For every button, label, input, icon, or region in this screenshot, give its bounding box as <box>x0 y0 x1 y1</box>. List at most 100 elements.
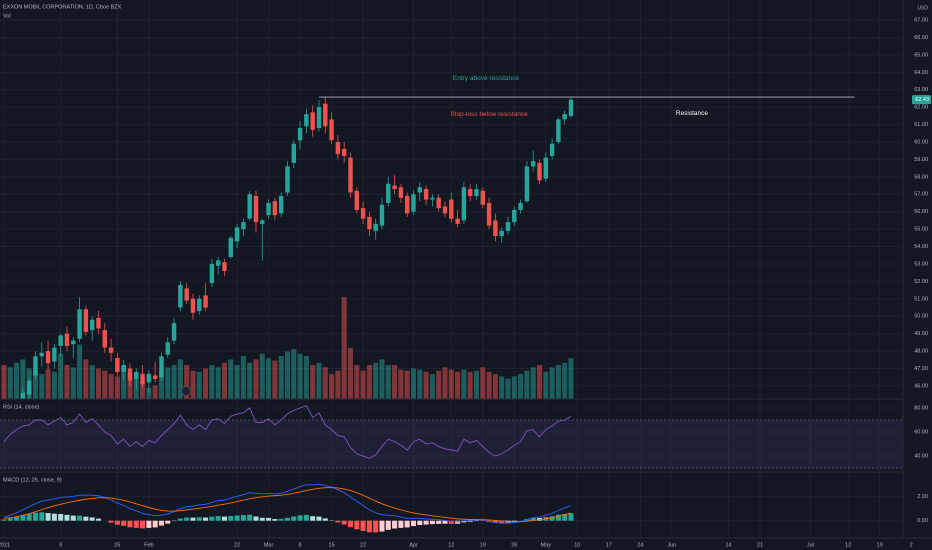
volume-bar <box>568 358 574 399</box>
candle-body <box>329 119 334 141</box>
title: EXXON MOBIL CORPORATION, 1D, Cboe BZX <box>3 4 122 10</box>
y-tick-label: 60.00 <box>914 429 928 435</box>
volume-bar <box>436 370 442 399</box>
volume-bar <box>284 351 291 399</box>
y-tick-label: 66.00 <box>914 35 928 41</box>
y-tick-label: 51.00 <box>914 296 928 302</box>
volume-bar <box>310 365 316 399</box>
volume-bar <box>429 374 435 399</box>
volume-bar <box>158 370 164 399</box>
histogram-bar <box>221 516 227 521</box>
candle-body <box>71 340 76 345</box>
annotation: Entry above resistance <box>453 75 520 82</box>
candle-body <box>480 190 485 205</box>
candle-body <box>291 143 296 163</box>
histogram-bar <box>347 520 354 528</box>
volume-bar <box>291 349 297 399</box>
volume-bar <box>140 382 146 399</box>
candle-body <box>278 196 284 214</box>
volume-bar <box>121 365 127 399</box>
unit-label: USD <box>917 5 928 11</box>
volume-bar <box>455 371 461 399</box>
earnings-marker <box>181 386 191 396</box>
candle-body <box>241 222 246 230</box>
y-tick-label: 54.00 <box>914 244 928 250</box>
volume-label: Vol <box>3 13 11 19</box>
candle-body <box>140 373 145 385</box>
pane <box>0 19 903 399</box>
histogram-bar <box>373 520 379 533</box>
volume-bar <box>543 371 549 399</box>
x-tick-label: 22 <box>360 542 366 548</box>
volume-bar <box>492 374 498 399</box>
histogram-bar <box>203 517 209 521</box>
candle-body <box>108 347 114 353</box>
volume-bar <box>234 365 240 399</box>
histogram-bar <box>127 520 133 528</box>
volume-bar <box>555 365 561 399</box>
candle-body <box>184 288 189 301</box>
histogram-bar <box>379 520 385 532</box>
title: MACD (12, 26, close, 9) <box>3 477 62 483</box>
histogram-bar <box>234 515 240 521</box>
candle-body <box>77 309 82 339</box>
volume-bar <box>127 374 133 399</box>
volume-bar <box>341 297 347 399</box>
volume-bar <box>272 360 278 399</box>
volume-bar <box>392 365 398 399</box>
x-tick-label: 10 <box>574 542 580 548</box>
volume-bar <box>505 378 511 399</box>
candle-body <box>152 375 158 379</box>
volume-bar <box>562 362 568 399</box>
histogram-bar <box>511 520 517 522</box>
candle-body <box>430 197 435 200</box>
volume-bar <box>366 365 372 399</box>
volume-bar <box>329 374 335 399</box>
histogram-bar <box>70 515 76 521</box>
candle-body <box>134 371 139 379</box>
volume-bar <box>549 367 555 399</box>
volume-bar <box>1 365 7 399</box>
volume-bar <box>398 369 404 399</box>
candle-body <box>165 342 170 355</box>
volume-bar <box>209 365 215 399</box>
x-tick-label: 24 <box>637 542 643 548</box>
y-tick-label: 64.00 <box>914 70 928 76</box>
histogram-bar <box>133 520 139 528</box>
volume-bar <box>39 374 45 399</box>
volume-bar <box>379 359 385 399</box>
histogram-bar <box>121 520 127 526</box>
volume-bar <box>423 371 429 399</box>
candle-body <box>146 373 152 383</box>
candle-body <box>159 356 164 378</box>
y-tick-label: 49.00 <box>914 331 928 337</box>
histogram-bar <box>14 516 20 521</box>
histogram-bar <box>83 516 89 521</box>
candle-body <box>102 330 107 348</box>
x-tick-label: Mar <box>264 542 274 548</box>
histogram-bar <box>1 519 7 521</box>
candle-body <box>524 166 530 202</box>
x-tick-label: 12 <box>845 542 851 548</box>
histogram-bar <box>177 518 183 521</box>
candle-body <box>45 351 51 364</box>
histogram-bar <box>247 514 253 521</box>
volume-bar <box>171 365 177 399</box>
volume-bar <box>448 369 454 399</box>
volume-bar <box>215 367 221 399</box>
histogram-bar <box>398 520 404 528</box>
candle-body <box>316 107 322 129</box>
x-tick-label: Jul <box>807 542 814 548</box>
candle-body <box>423 189 429 200</box>
candle-body <box>360 208 366 219</box>
y-tick-label: 40.00 <box>914 453 928 459</box>
histogram-bar <box>568 513 574 521</box>
histogram-bar <box>146 520 152 528</box>
volume-bar <box>64 365 70 399</box>
candle-body <box>467 189 473 197</box>
volume-bar <box>108 374 114 399</box>
candle-body <box>272 201 278 216</box>
candle-body <box>253 196 259 223</box>
y-tick-label: 65.00 <box>914 52 928 58</box>
